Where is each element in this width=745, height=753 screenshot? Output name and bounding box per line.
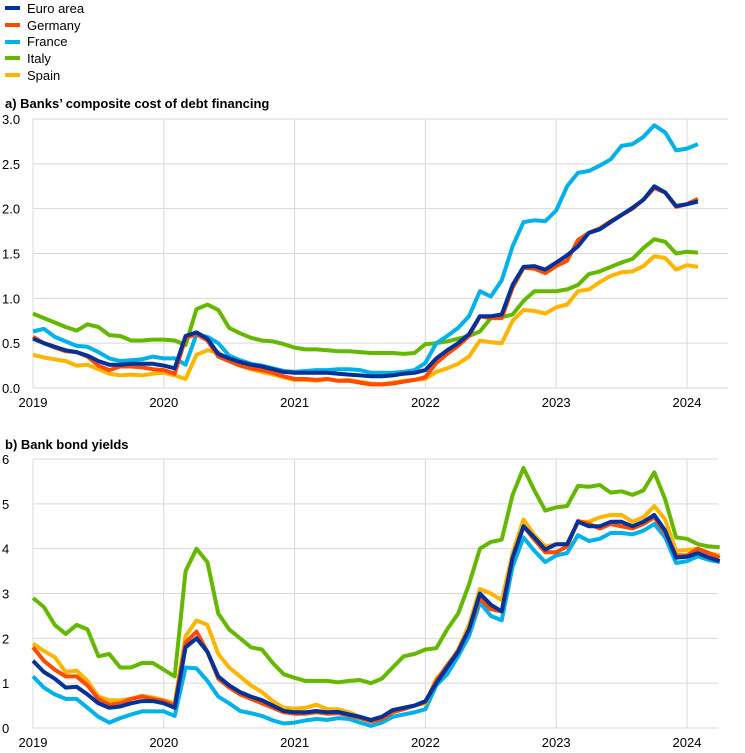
legend-item-italy: Italy <box>5 50 84 67</box>
legend-swatch <box>5 39 20 44</box>
x-tick-label: 2023 <box>542 735 571 750</box>
x-tick-label: 2022 <box>411 395 440 410</box>
y-tick-label: 0 <box>2 721 9 736</box>
series-line-spain <box>31 504 721 724</box>
y-tick-label: 0.0 <box>2 381 20 396</box>
y-tick-label: 1.0 <box>2 291 20 306</box>
legend-label: Italy <box>27 50 51 66</box>
x-tick-label: 2019 <box>19 735 48 750</box>
x-tick-label: 2024 <box>673 395 702 410</box>
x-tick-label: 2021 <box>280 735 309 750</box>
legend-item-germany: Germany <box>5 17 84 34</box>
y-tick-label: 6 <box>2 452 9 467</box>
y-tick-label: 3.0 <box>2 112 20 127</box>
legend-swatch <box>5 23 20 28</box>
y-tick-label: 4 <box>2 542 9 557</box>
legend-swatch <box>5 73 20 78</box>
x-tick-label: 2024 <box>673 735 702 750</box>
y-tick-label: 1.5 <box>2 247 20 262</box>
series-line-germany <box>31 515 721 724</box>
legend-label: Germany <box>27 17 81 33</box>
panel-a-title: a) Banks’ composite cost of debt financi… <box>5 96 270 111</box>
series-line-euro-area <box>32 184 699 379</box>
legend-item-euro-area: Euro area <box>5 0 84 17</box>
legend: Euro area Germany France Italy Spain <box>5 0 84 83</box>
legend-swatch <box>5 56 20 61</box>
series-line-italy <box>31 466 720 686</box>
series-line-france <box>32 123 699 375</box>
y-tick-label: 5 <box>2 497 9 512</box>
y-tick-label: 1 <box>2 676 9 691</box>
legend-label: Euro area <box>27 0 85 16</box>
legend-swatch <box>5 6 20 11</box>
legend-label: France <box>27 34 68 50</box>
y-tick-label: 0.5 <box>2 336 20 351</box>
panel-b-title: b) Bank bond yields <box>5 437 129 452</box>
series-line-france <box>31 522 721 728</box>
x-tick-label: 2023 <box>542 395 571 410</box>
y-tick-label: 2.5 <box>2 157 20 172</box>
series-line-euro-area <box>31 513 721 722</box>
x-tick-label: 2022 <box>411 735 440 750</box>
series-line-germany <box>31 186 699 387</box>
y-tick-label: 3 <box>2 587 9 602</box>
legend-item-spain: Spain <box>5 67 84 84</box>
x-tick-label: 2020 <box>149 735 178 750</box>
x-tick-label: 2019 <box>19 395 48 410</box>
x-tick-label: 2021 <box>280 395 309 410</box>
legend-label: Spain <box>27 67 61 83</box>
series-line-italy <box>32 237 699 356</box>
legend-item-france: France <box>5 33 84 50</box>
x-tick-label: 2020 <box>149 395 178 410</box>
y-tick-label: 2 <box>2 631 9 646</box>
y-tick-label: 2.0 <box>2 202 20 217</box>
